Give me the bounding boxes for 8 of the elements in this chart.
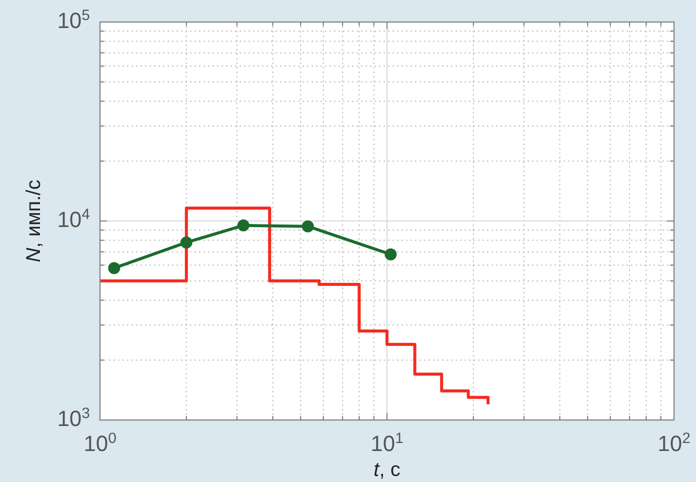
- y-axis-title: N, имп./с: [23, 180, 45, 262]
- x-tick-label: 10$^{2}$: [658, 430, 690, 456]
- x-tick-label: 10$^{0}$: [84, 430, 116, 456]
- y-tick-label: 10$^{5}$: [57, 6, 90, 33]
- y-tick-label: 10$^{3}$: [57, 404, 90, 431]
- y-tick-label: 10$^{4}$: [57, 206, 90, 232]
- x-axis-title: t, с: [374, 459, 400, 481]
- x-tick-label: 10$^{1}$: [370, 430, 404, 456]
